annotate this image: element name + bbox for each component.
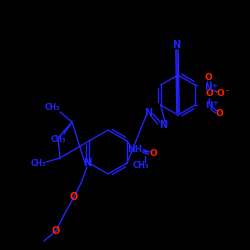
- Text: N: N: [144, 108, 152, 118]
- Text: O: O: [52, 226, 60, 236]
- Text: +: +: [212, 83, 217, 89]
- Text: N: N: [206, 100, 213, 110]
- Text: -: -: [215, 89, 218, 95]
- Text: N: N: [159, 120, 167, 130]
- Text: N: N: [204, 84, 212, 92]
- Text: O: O: [204, 72, 212, 82]
- Text: CH₃: CH₃: [133, 162, 149, 170]
- Text: -: -: [226, 88, 229, 94]
- Text: CH₃: CH₃: [30, 158, 46, 168]
- Text: NH: NH: [128, 144, 143, 154]
- Text: O: O: [216, 110, 223, 118]
- Text: +: +: [212, 100, 218, 106]
- Text: N: N: [172, 40, 180, 50]
- Text: N: N: [83, 158, 91, 168]
- Text: O: O: [216, 88, 224, 98]
- Text: O: O: [206, 90, 213, 98]
- Text: O: O: [70, 192, 78, 202]
- Text: CH₃: CH₃: [50, 136, 66, 144]
- Text: CH₃: CH₃: [44, 104, 60, 112]
- Text: O: O: [149, 150, 157, 158]
- Text: N: N: [83, 158, 91, 168]
